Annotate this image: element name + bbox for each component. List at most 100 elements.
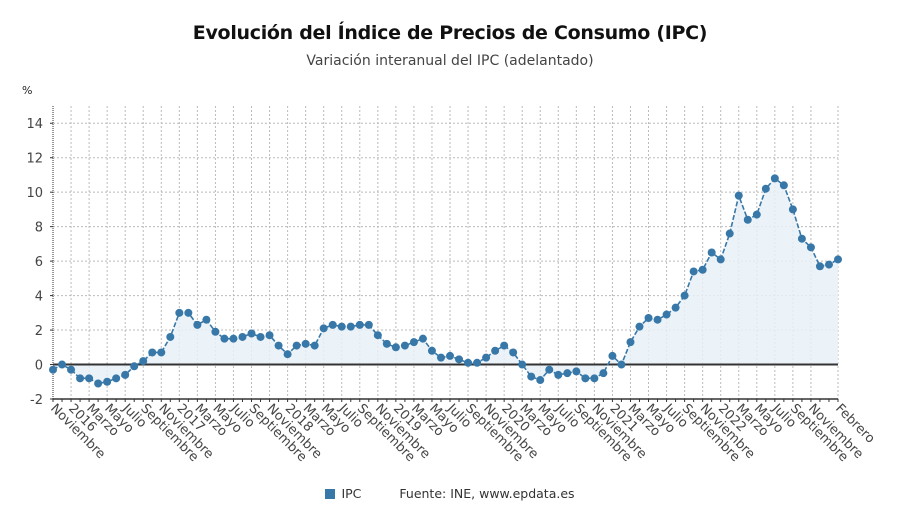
data-point (346, 322, 355, 331)
data-point (382, 339, 391, 348)
data-point (76, 374, 85, 383)
data-point (689, 267, 698, 276)
axes (50, 106, 839, 402)
data-point (148, 348, 157, 357)
data-point (238, 332, 247, 341)
data-point (770, 174, 779, 183)
data-point (482, 353, 491, 362)
data-point (139, 357, 148, 366)
data-point (319, 324, 328, 333)
data-point (193, 320, 202, 329)
data-point (220, 334, 229, 343)
area-fill-path (53, 178, 838, 384)
y-tick-label: -2 (30, 393, 43, 408)
data-point (94, 379, 103, 388)
data-point (265, 331, 274, 340)
data-point (112, 374, 121, 383)
legend-swatch-ipc[interactable] (325, 489, 336, 499)
data-point (184, 308, 193, 317)
data-point (175, 308, 184, 317)
data-point (436, 353, 445, 362)
data-point (400, 341, 409, 350)
data-point (608, 351, 617, 360)
data-point (166, 332, 175, 341)
data-point (662, 310, 671, 319)
data-point (635, 322, 644, 331)
data-point (229, 334, 238, 343)
data-point (797, 234, 806, 243)
data-point (283, 350, 292, 359)
data-point (806, 243, 815, 252)
data-point (274, 341, 283, 350)
data-point (337, 322, 346, 331)
data-point (446, 351, 455, 360)
data-point (464, 358, 473, 367)
data-point (391, 343, 400, 352)
data-point (364, 320, 373, 329)
data-point (698, 265, 707, 274)
data-point (599, 369, 608, 378)
data-point (491, 346, 500, 355)
y-axis-unit-label: % (22, 84, 33, 97)
data-point (617, 360, 626, 369)
area-fill (53, 178, 838, 384)
data-point (590, 374, 599, 383)
data-point (58, 360, 67, 369)
data-point (572, 367, 581, 376)
data-point (49, 365, 57, 374)
data-point (211, 327, 220, 336)
data-point (121, 370, 130, 379)
data-point (292, 341, 301, 350)
data-point (473, 358, 482, 367)
data-point (761, 184, 770, 193)
data-point (824, 260, 833, 269)
series-line (52, 177, 839, 385)
data-point (427, 346, 436, 355)
data-point (671, 303, 680, 312)
data-point (157, 348, 166, 357)
data-point (130, 362, 139, 371)
data-point (653, 315, 662, 324)
data-point (509, 348, 518, 357)
data-point (680, 291, 689, 300)
data-point (409, 338, 418, 347)
y-tick-label: 2 (35, 324, 43, 339)
data-point (328, 320, 337, 329)
data-point (518, 360, 527, 369)
chart-title: Evolución del Índice de Precios de Consu… (192, 22, 708, 44)
data-point (563, 369, 572, 378)
y-tick-label: 14 (26, 117, 43, 132)
data-point (67, 365, 76, 374)
chart-subtitle: Variación interanual del IPC (adelantado… (306, 53, 594, 69)
data-point (455, 355, 464, 364)
data-point (815, 262, 824, 271)
data-point (355, 320, 364, 329)
data-point (626, 338, 635, 347)
data-point (310, 341, 319, 350)
data-point (743, 215, 752, 224)
data-point (373, 331, 382, 340)
data-point (418, 334, 427, 343)
y-tick-label: 4 (35, 290, 43, 305)
data-point (301, 339, 310, 348)
data-point (779, 181, 788, 190)
data-point (734, 191, 743, 200)
data-point (247, 329, 256, 338)
y-tick-label: 12 (26, 152, 43, 167)
data-point (103, 377, 112, 386)
legend-label-ipc[interactable]: IPC (341, 486, 362, 501)
data-point (85, 374, 94, 383)
data-point (707, 248, 716, 257)
data-point (536, 376, 545, 385)
data-point (554, 370, 563, 379)
ipc-series-line (52, 177, 839, 385)
data-point (545, 365, 554, 374)
y-tick-label: 8 (35, 221, 43, 236)
data-point (725, 229, 734, 238)
data-point (256, 332, 265, 341)
data-point (581, 374, 590, 383)
x-tick-labels: Noviembre2016MarzoMayoJulioSeptiembreNov… (47, 401, 877, 465)
series-points (49, 174, 842, 388)
data-point (834, 255, 842, 264)
